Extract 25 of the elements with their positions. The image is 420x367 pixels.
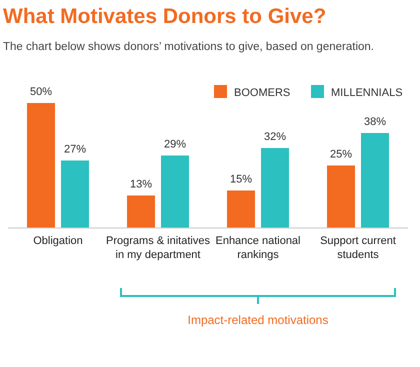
data-label: 27%	[64, 144, 86, 156]
bar	[261, 148, 289, 228]
bar	[227, 190, 255, 228]
x-tick-label: Programs & initatives in my department	[106, 235, 210, 261]
legend-label: BOOMERS	[234, 87, 290, 99]
x-tick-label: Obligation	[33, 235, 83, 247]
data-label: 15%	[230, 174, 252, 186]
text: Impact-related motivations	[188, 313, 328, 327]
bar	[61, 160, 89, 228]
bar	[27, 103, 55, 228]
data-label: 13%	[130, 178, 152, 190]
data-label: 25%	[330, 148, 352, 160]
data-label: 38%	[364, 116, 386, 128]
data-label: 29%	[164, 138, 186, 150]
x-tick-label: Support current students	[320, 235, 396, 261]
chart-subtitle: The chart below shows donors’ motivations to give, based on generation.	[3, 41, 374, 53]
bar	[127, 196, 155, 228]
data-label: 50%	[30, 86, 52, 98]
bar	[361, 133, 389, 228]
data-label: 32%	[264, 131, 286, 143]
bar	[161, 156, 189, 228]
legend-label: MILLENNIALS	[331, 87, 403, 99]
bar	[327, 166, 355, 228]
chart-title: What Motivates Donors to Give?	[3, 5, 326, 28]
x-tick-label: Enhance national rankings	[215, 235, 301, 261]
